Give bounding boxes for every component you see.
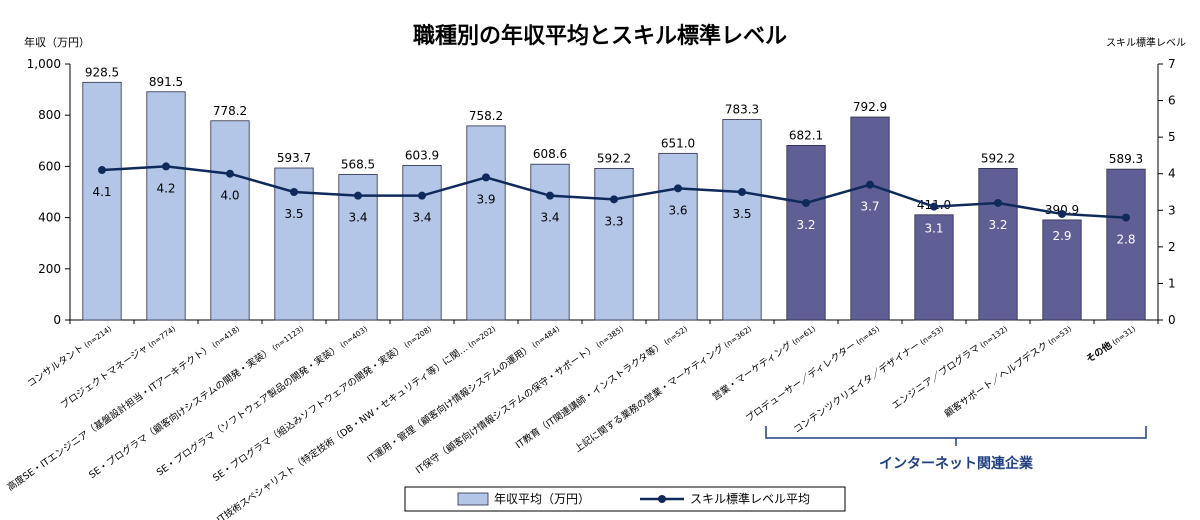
bar [914,214,954,321]
bar [146,91,186,321]
bar-value-label: 608.6 [533,147,567,161]
legend-swatch-bar [457,492,489,506]
bar-value-label: 891.5 [149,75,183,89]
y-tick-label-left: 200 [38,262,61,276]
category-label: 営業・マーケティング (n=61) [710,323,818,403]
skill-point [98,166,106,175]
skill-point [546,191,554,200]
bar-value-label: 589.3 [1109,152,1143,166]
category-label: SE・プログラマ（組込みソフトウェアの開発・実装） (n=208) [210,323,433,484]
bar-value-label: 603.9 [405,148,439,162]
skill-point [226,169,234,178]
skill-point [1058,209,1066,218]
bar [210,120,250,321]
bar [978,167,1018,321]
y-axis-title-left: 年収（万円） [24,36,90,49]
bar-value-label: 651.0 [661,136,695,150]
skill-point [930,202,938,211]
y-tick-label-left: 1,000 [27,57,61,71]
y-tick-label-right: 1 [1168,276,1176,290]
skill-point [354,191,362,200]
chart-title: 職種別の年収平均とスキル標準レベル [412,24,787,49]
skill-value-label: 3.4 [412,211,431,225]
bar [594,167,634,321]
skill-value-label: 4.1 [92,185,111,199]
y-tick-label-right: 6 [1168,94,1176,108]
bar-value-label: 593.7 [277,151,311,165]
category-label: SE・プログラマ（顧客向けシステムの開発・実装） (n=1123) [87,323,306,481]
category-label: 高度SE・ITエンジニア（基盤設計担当・ITアーキテクト） (n=418) [5,323,242,494]
legend-label-bar: 年収平均（万円） [494,492,590,506]
skill-point [162,162,170,171]
bar [466,125,506,321]
skill-point [1122,213,1130,222]
y-tick-label-right: 4 [1168,167,1176,181]
bar-value-label: 778.2 [213,104,247,118]
y-tick-label-right: 0 [1168,313,1176,327]
bar-value-label: 792.9 [853,100,887,114]
skill-point [610,195,618,204]
bar [402,165,442,321]
category-label: その他 (n=31) [1084,323,1138,366]
bar [530,163,570,321]
bar [82,81,122,321]
y-tick-label-left: 0 [53,313,61,327]
skill-value-label: 3.4 [348,211,367,225]
bar [722,119,762,321]
legend-label-line: スキル標準レベル平均 [690,491,810,506]
skill-value-label: 3.4 [540,211,559,225]
skill-value-label: 2.8 [1116,233,1135,247]
y-tick-label-left: 800 [38,108,61,122]
bar [658,152,698,321]
y-tick-label-left: 400 [38,211,61,225]
skill-value-label: 2.9 [1052,229,1071,243]
skill-point [738,188,746,196]
skill-value-label: 3.5 [732,207,751,221]
skill-point [290,188,298,196]
bar-value-label: 682.1 [789,128,823,142]
skill-value-label: 3.6 [668,203,687,217]
category-label: 顧客サポート／ヘルプデスク (n=53) [942,323,1074,420]
group-bracket [765,426,1147,446]
skill-point [418,191,426,200]
skill-point [802,198,810,207]
skill-point [994,198,1002,207]
skill-value-label: 3.3 [604,214,623,228]
y-tick-label-left: 600 [38,159,61,173]
bar-value-label: 783.3 [725,102,759,116]
category-label: SE・プログラマ（ソフトウェア製品の開発・実装） (n=403) [154,323,370,479]
skill-value-label: 4.2 [156,181,175,195]
bar-value-label: 568.5 [341,157,375,171]
skill-value-label: 3.1 [924,222,943,236]
bar-value-label: 592.2 [597,151,631,165]
category-label: プロジェクトマネージャ (n=774) [59,323,178,411]
skill-point [674,184,682,193]
bar [786,144,826,321]
skill-value-label: 3.7 [860,200,879,214]
bar [1042,219,1082,321]
y-tick-label-right: 5 [1168,130,1176,144]
bar-value-label: 758.2 [469,109,503,123]
y-tick-label-right: 2 [1168,240,1176,254]
y-axis-title-right: スキル標準レベル [1106,38,1186,49]
group-label: インターネット関連企業 [879,455,1034,472]
bar [850,116,890,321]
skill-value-label: 3.2 [988,218,1007,232]
skill-value-label: 3.2 [796,218,815,232]
skill-point [482,173,490,182]
skill-value-label: 4.0 [220,189,239,203]
category-label: エンジニア／プログラマ (n=132) [890,323,1010,412]
y-tick-label-right: 7 [1168,57,1176,71]
category-label: プロデューサー／ディレクター (n=45) [743,323,881,425]
skill-value-label: 3.9 [476,192,495,206]
skill-point [866,180,874,189]
legend-swatch-marker [658,495,666,503]
y-tick-label-right: 3 [1168,203,1176,217]
skill-value-label: 3.5 [284,207,303,221]
bar [1106,168,1146,321]
bar-value-label: 592.2 [981,151,1015,165]
bar-value-label: 928.5 [85,65,119,79]
